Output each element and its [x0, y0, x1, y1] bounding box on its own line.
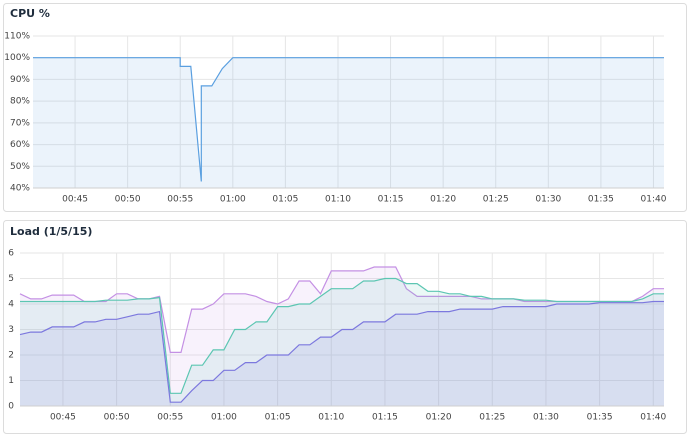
line [20, 277, 664, 394]
x-tick-label: 01:15 [372, 413, 398, 423]
area [20, 301, 664, 406]
x-tick-label: 01:25 [483, 195, 509, 205]
x-tick-label: 01:10 [325, 195, 351, 205]
line [19, 300, 664, 403]
y-tick-label: 1 [8, 376, 14, 386]
y-tick-label: 90% [10, 75, 30, 85]
x-tick-label: 01:15 [378, 195, 404, 205]
area [20, 267, 664, 406]
x-tick-label: 01:20 [430, 195, 456, 205]
y-tick-label: 80% [10, 97, 30, 107]
y-tick-label: 3 [8, 325, 14, 335]
x-tick-label: 01:30 [535, 195, 561, 205]
y-tick-label: 100% [4, 53, 30, 63]
y-tick-label: 50% [10, 162, 30, 172]
x-tick-label: 00:55 [167, 195, 193, 205]
area [20, 278, 664, 406]
x-tick-label: 01:20 [426, 413, 452, 423]
x-tick-label: 01:25 [479, 413, 505, 423]
x-tick-label: 01:05 [272, 195, 298, 205]
y-tick-label: 40% [10, 184, 30, 194]
panel [3, 3, 687, 212]
x-tick-label: 00:50 [104, 413, 130, 423]
x-tick-label: 00:45 [62, 195, 88, 205]
x-tick-label: 01:00 [211, 413, 237, 423]
x-tick-label: 00:55 [157, 413, 183, 423]
x-tick-label: 01:10 [318, 413, 344, 423]
y-tick-label: 5 [8, 274, 14, 284]
x-tick-label: 00:45 [50, 413, 76, 423]
area [33, 57, 664, 189]
x-tick-label: 01:40 [641, 195, 667, 205]
y-tick-label: 6 [8, 249, 14, 259]
x-tick-label: 01:05 [265, 413, 291, 423]
y-tick-label: 70% [10, 118, 30, 128]
y-tick-label: 0 [8, 402, 14, 412]
line [33, 57, 664, 182]
x-tick-label: 01:35 [587, 413, 613, 423]
x-tick-label: 01:40 [640, 413, 666, 423]
y-tick-label: 4 [8, 300, 14, 310]
panel-title: Load (1/5/15) [10, 225, 92, 238]
x-tick-label: 01:30 [533, 413, 559, 423]
y-tick-label: 110% [4, 32, 30, 42]
y-tick-label: 60% [10, 140, 30, 150]
x-tick-label: 01:00 [220, 195, 246, 205]
panel-title: CPU % [10, 7, 50, 20]
y-tick-label: 2 [8, 351, 14, 361]
x-tick-label: 01:35 [588, 195, 614, 205]
x-tick-label: 00:50 [115, 195, 141, 205]
